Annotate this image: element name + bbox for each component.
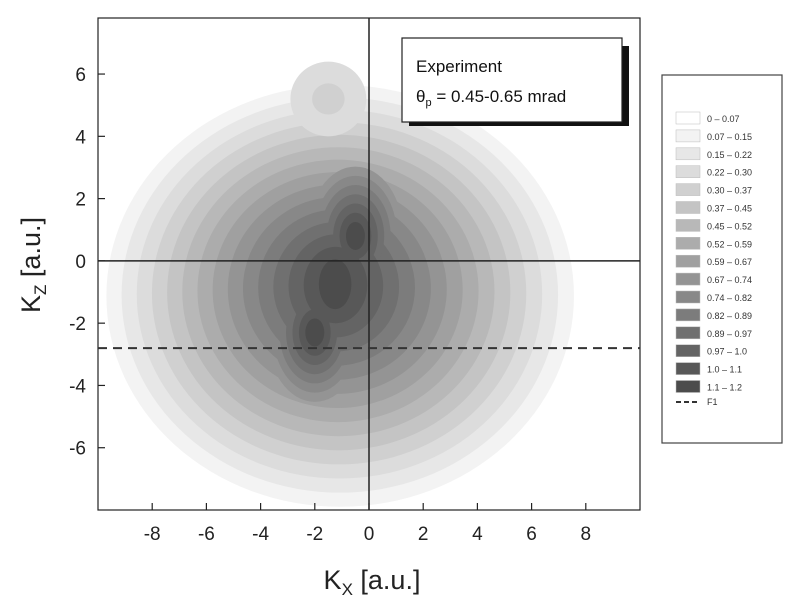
contour-level-15: [318, 259, 352, 310]
legend-swatch: [675, 111, 701, 125]
y-tick-label: 2: [75, 190, 86, 211]
legend-swatch: [675, 183, 701, 196]
legend-swatch: [675, 201, 701, 214]
legend-label: 0.89 – 0.97: [707, 329, 752, 339]
legend-swatch: [675, 290, 701, 304]
y-tick-label: -4: [69, 376, 86, 397]
x-tick-label: 8: [581, 524, 592, 545]
x-axis: -8 -6 -4 -2 0 2 4 6 8: [144, 503, 591, 545]
legend-label: 0.74 – 0.82: [707, 293, 752, 303]
legend-swatch: [675, 129, 701, 143]
legend: 0 – 0.07 0.07 – 0.15 0.15 – 0.22 0.22 – 0.3…: [661, 74, 783, 444]
upper-blob-level-4: [312, 83, 345, 115]
y-tick-label: -2: [69, 314, 86, 335]
legend-label: 0.82 – 0.89: [707, 311, 752, 321]
legend-swatch: [675, 165, 701, 178]
x-axis-title: KX [a.u.]: [324, 565, 421, 599]
y-tick-label: -6: [69, 439, 86, 460]
y-tick-label: 0: [75, 252, 86, 273]
x-tick-label: 6: [526, 524, 537, 545]
legend-swatch: [675, 237, 701, 250]
legend-f1-label: F1: [707, 397, 718, 407]
legend-swatch: [675, 362, 701, 375]
legend-swatch: [675, 326, 701, 340]
legend-label: 0.52 – 0.59: [707, 239, 752, 249]
x-tick-label: 4: [472, 524, 483, 545]
legend-label: 0.15 – 0.22: [707, 150, 752, 160]
legend-swatch: [675, 380, 701, 393]
legend-label: 0.45 – 0.52: [707, 221, 752, 231]
legend-label: 1.0 – 1.1: [707, 365, 742, 375]
legend-label: 0.07 – 0.15: [707, 132, 752, 142]
x-tick-label: -4: [252, 524, 269, 545]
x-tick-label: -8: [144, 524, 161, 545]
peak-2-level-15: [305, 318, 325, 347]
annotation-box: Experiment θp = 0.45-0.65 mrad: [401, 37, 629, 126]
legend-swatch: [675, 219, 701, 232]
x-tick-label: -6: [198, 524, 215, 545]
x-tick-label: 2: [418, 524, 429, 545]
legend-label: 0.97 – 1.0: [707, 347, 747, 357]
contour-fill: [106, 61, 574, 507]
legend-label: 0 – 0.07: [707, 114, 740, 124]
x-tick-label: -2: [306, 524, 323, 545]
legend-label: 0.59 – 0.67: [707, 257, 752, 267]
legend-label: 1.1 – 1.2: [707, 383, 742, 393]
annotation-experiment: Experiment: [416, 57, 502, 76]
peak-1-level-15: [345, 221, 365, 250]
legend-label: 0.30 – 0.37: [707, 186, 752, 196]
y-axis: -6 -4 -2 0 2 4 6: [69, 65, 105, 460]
annotation-theta: θp = 0.45-0.65 mrad: [416, 87, 566, 109]
legend-label: 0.37 – 0.45: [707, 204, 752, 214]
legend-swatch: [675, 272, 701, 286]
y-tick-label: 6: [75, 65, 86, 86]
y-axis-title: KZ [a.u.]: [16, 217, 50, 313]
legend-swatch: [675, 254, 701, 268]
y-tick-label: 4: [75, 127, 86, 148]
legend-swatch: [675, 308, 701, 322]
x-tick-label: 0: [364, 524, 375, 545]
legend-label: 0.22 – 0.30: [707, 168, 752, 178]
legend-swatch: [675, 344, 701, 357]
legend-swatch: [675, 147, 701, 161]
legend-label: 0.67 – 0.74: [707, 275, 752, 285]
